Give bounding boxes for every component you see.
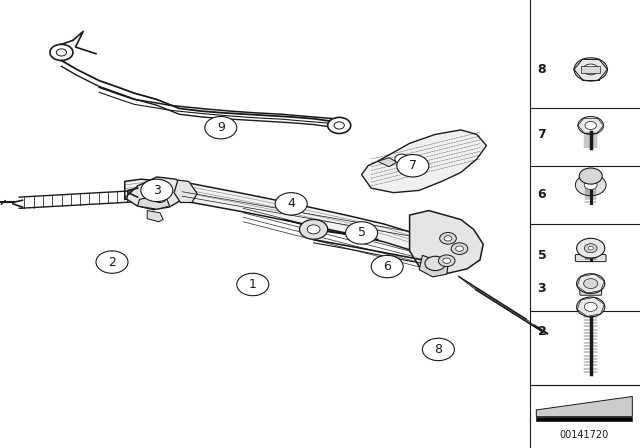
- Circle shape: [579, 168, 602, 184]
- Text: 2: 2: [108, 255, 116, 269]
- Circle shape: [588, 246, 593, 250]
- FancyBboxPatch shape: [575, 254, 606, 262]
- Circle shape: [575, 174, 606, 196]
- Text: 7: 7: [538, 128, 547, 141]
- Polygon shape: [147, 211, 163, 222]
- Circle shape: [237, 273, 269, 296]
- Polygon shape: [125, 177, 186, 210]
- Polygon shape: [174, 180, 197, 202]
- Text: 9: 9: [217, 121, 225, 134]
- Text: 8: 8: [538, 63, 546, 76]
- Circle shape: [584, 279, 598, 289]
- Text: 3: 3: [538, 282, 546, 296]
- Circle shape: [585, 121, 596, 129]
- Circle shape: [584, 302, 597, 311]
- Polygon shape: [138, 196, 170, 209]
- Circle shape: [577, 238, 605, 258]
- Circle shape: [275, 193, 307, 215]
- Polygon shape: [410, 211, 483, 273]
- Circle shape: [307, 225, 320, 234]
- Circle shape: [578, 116, 604, 134]
- Circle shape: [300, 220, 328, 239]
- Text: 5: 5: [358, 226, 365, 240]
- Circle shape: [577, 274, 605, 293]
- Polygon shape: [419, 255, 448, 277]
- Circle shape: [584, 244, 597, 253]
- Text: 6: 6: [538, 188, 546, 202]
- Circle shape: [425, 256, 445, 271]
- Circle shape: [141, 179, 173, 202]
- Circle shape: [205, 116, 237, 139]
- Circle shape: [583, 64, 598, 75]
- Text: 7: 7: [409, 159, 417, 172]
- Text: 00141720: 00141720: [560, 430, 609, 439]
- Circle shape: [334, 122, 344, 129]
- Circle shape: [443, 258, 451, 263]
- Circle shape: [451, 243, 468, 254]
- Text: 1: 1: [249, 278, 257, 291]
- Circle shape: [440, 233, 456, 244]
- Circle shape: [50, 44, 73, 60]
- Text: 8: 8: [435, 343, 442, 356]
- Circle shape: [577, 297, 605, 317]
- Circle shape: [574, 58, 607, 81]
- Circle shape: [154, 194, 166, 202]
- Polygon shape: [536, 417, 632, 421]
- Circle shape: [422, 338, 454, 361]
- Circle shape: [584, 181, 597, 190]
- FancyBboxPatch shape: [580, 289, 602, 295]
- Polygon shape: [536, 396, 632, 417]
- Circle shape: [395, 154, 409, 164]
- Circle shape: [410, 162, 422, 171]
- Polygon shape: [378, 158, 397, 167]
- Text: 3: 3: [153, 184, 161, 197]
- Polygon shape: [125, 179, 445, 260]
- Circle shape: [328, 117, 351, 134]
- Circle shape: [444, 236, 452, 241]
- Text: 4: 4: [287, 197, 295, 211]
- Text: 6: 6: [383, 260, 391, 273]
- Circle shape: [397, 155, 429, 177]
- Circle shape: [96, 251, 128, 273]
- Circle shape: [346, 222, 378, 244]
- Text: 2: 2: [538, 325, 547, 338]
- Circle shape: [371, 255, 403, 278]
- FancyBboxPatch shape: [581, 66, 600, 73]
- Polygon shape: [362, 130, 486, 193]
- Circle shape: [438, 255, 455, 267]
- Text: 5: 5: [538, 249, 547, 262]
- Circle shape: [56, 49, 67, 56]
- Circle shape: [456, 246, 463, 251]
